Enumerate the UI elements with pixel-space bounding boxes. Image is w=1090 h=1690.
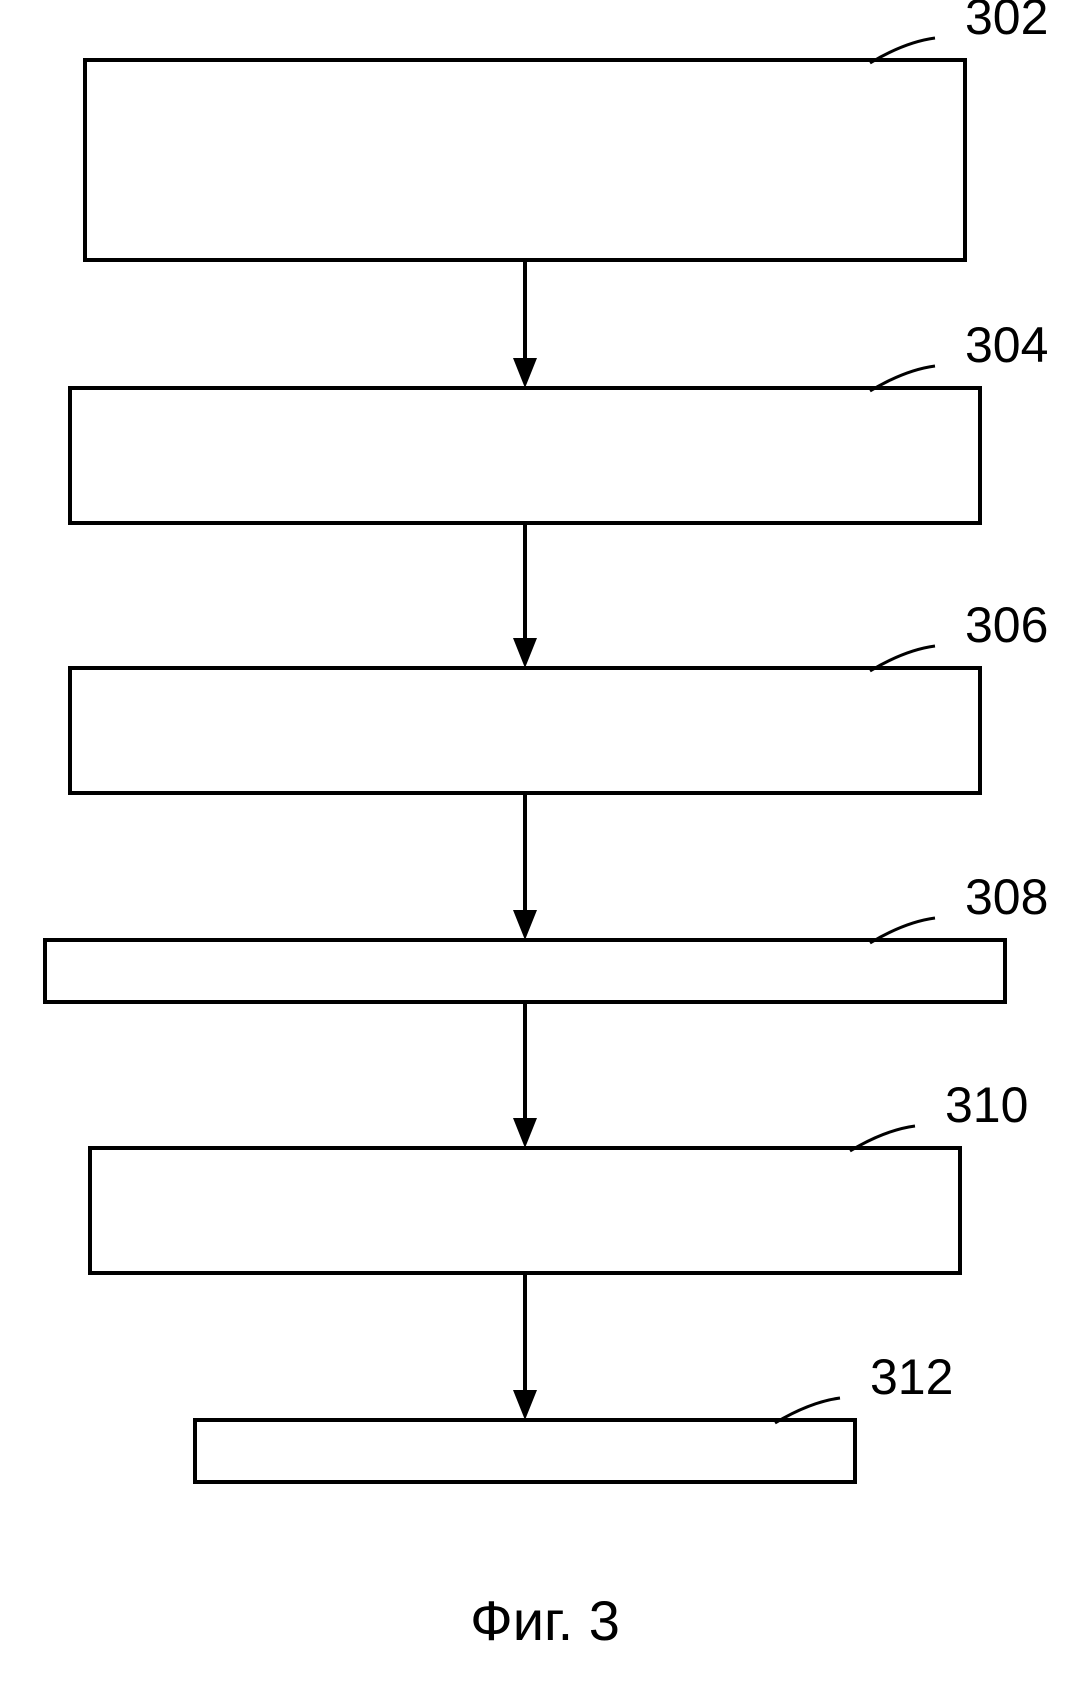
flowchart-box-308 bbox=[45, 940, 1005, 1002]
flowchart-box-312 bbox=[195, 1420, 855, 1482]
reference-label-308: 308 bbox=[965, 869, 1048, 925]
arrow-head-icon bbox=[513, 358, 537, 388]
flowchart-box-310 bbox=[90, 1148, 960, 1273]
flowchart-box-302 bbox=[85, 60, 965, 260]
arrow-head-icon bbox=[513, 1118, 537, 1148]
flowchart-diagram: 302 304 306 308 310 312 Фиг. 3 bbox=[0, 0, 1090, 1690]
arrow-head-icon bbox=[513, 910, 537, 940]
reference-label-302: 302 bbox=[965, 0, 1048, 45]
flowchart-box-306 bbox=[70, 668, 980, 793]
reference-label-310: 310 bbox=[945, 1077, 1028, 1133]
arrow-head-icon bbox=[513, 1390, 537, 1420]
reference-label-306: 306 bbox=[965, 597, 1048, 653]
reference-label-312: 312 bbox=[870, 1349, 953, 1405]
arrow-head-icon bbox=[513, 638, 537, 668]
figure-caption: Фиг. 3 bbox=[470, 1589, 620, 1652]
reference-label-304: 304 bbox=[965, 317, 1048, 373]
flowchart-box-304 bbox=[70, 388, 980, 523]
